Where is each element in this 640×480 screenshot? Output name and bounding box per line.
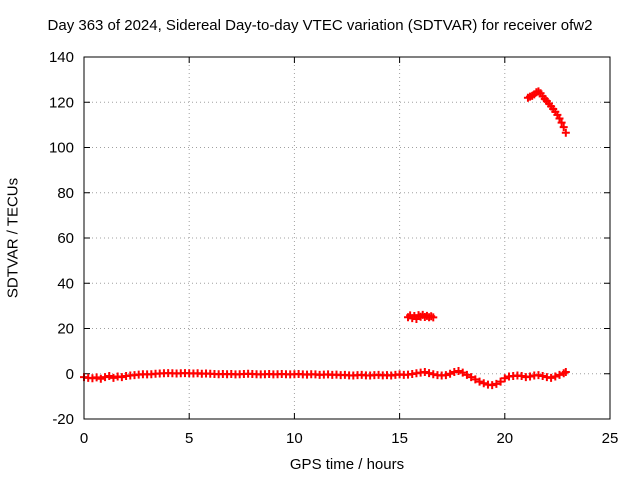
plot-frame (84, 57, 610, 419)
y-tick-label: 40 (57, 275, 74, 292)
x-axis-label: GPS time / hours (84, 456, 610, 473)
data-point-marker (93, 373, 101, 381)
y-tick-label: 140 (49, 49, 74, 66)
x-tick-label: 20 (496, 430, 513, 447)
data-point-marker (421, 368, 429, 376)
data-point-marker (442, 371, 450, 379)
data-point-marker (101, 373, 109, 381)
x-tick-label: 10 (286, 430, 303, 447)
x-tick-label: 5 (185, 430, 193, 447)
tick-labels: 0 5 10 15 20 25 -20 0 20 40 60 80 100 120 140 (49, 49, 618, 447)
x-tick-label: 25 (602, 430, 619, 447)
y-tick-label: 60 (57, 230, 74, 247)
y-tick-label: 120 (49, 94, 74, 111)
data-point-marker (425, 369, 433, 377)
data-point-marker (547, 374, 555, 382)
grid-lines (84, 57, 610, 419)
y-tick-label: 20 (57, 321, 74, 338)
y-tick-label: 0 (66, 366, 74, 383)
data-point-marker (97, 375, 105, 383)
data-point-marker (455, 367, 463, 375)
data-point-marker (118, 373, 126, 381)
sdtvar-chart: 0 5 10 15 20 25 -20 0 20 40 60 80 100 120 140 (0, 0, 640, 480)
data-point-marker (518, 372, 526, 380)
y-axis-label: SDTVAR / TECUs (5, 178, 22, 298)
data-point-marker (480, 379, 488, 387)
x-tick-label: 15 (391, 430, 408, 447)
chart-title: Day 363 of 2024, Sidereal Day-to-day VTE… (0, 17, 640, 34)
x-tick-label: 0 (80, 430, 88, 447)
data-point-marker (488, 381, 496, 389)
axis-ticks (84, 57, 610, 419)
y-tick-label: -20 (52, 411, 74, 428)
y-tick-label: 100 (49, 140, 74, 157)
data-point-marker (539, 372, 547, 380)
y-tick-label: 80 (57, 185, 74, 202)
